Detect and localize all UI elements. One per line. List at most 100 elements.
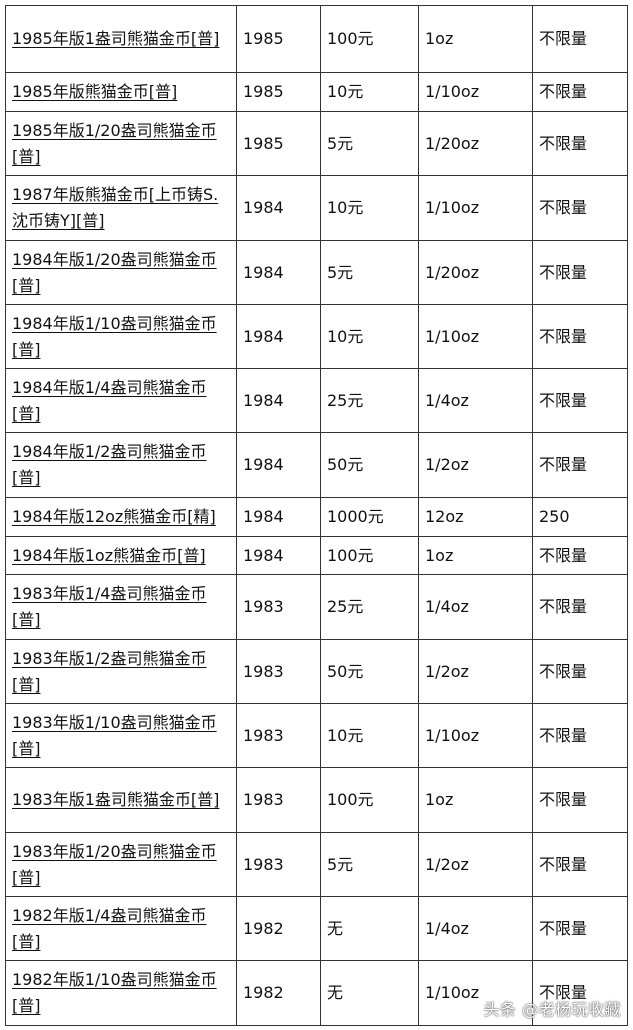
coin-name-cell: 1983年版1盎司熊猫金币[普] [5, 767, 237, 833]
coin-name-cell: 1982年版1/10盎司熊猫金币[普] [5, 960, 237, 1026]
weight-cell: 1/2oz [418, 832, 533, 897]
coin-name-cell: 1984年版1/20盎司熊猫金币[普] [5, 240, 237, 305]
year-cell: 1985 [236, 5, 321, 73]
face-value-cell: 100元 [320, 5, 419, 73]
face-value-cell: 5元 [320, 111, 419, 176]
face-value-cell: 10元 [320, 304, 419, 369]
face-value-cell: 10元 [320, 175, 419, 241]
table-row: 1984年版1/4盎司熊猫金币[普] 1984 25元 1/4oz 不限量 [5, 368, 628, 433]
mintage-cell: 不限量 [532, 175, 628, 241]
year-cell: 1983 [236, 767, 321, 833]
face-value-cell: 25元 [320, 368, 419, 433]
table-row: 1983年版1/2盎司熊猫金币[普] 1983 50元 1/2oz 不限量 [5, 639, 628, 704]
table-row: 1983年版1盎司熊猫金币[普] 1983 100元 1oz 不限量 [5, 767, 628, 833]
table-row: 1983年版1/10盎司熊猫金币[普] 1983 10元 1/10oz 不限量 [5, 703, 628, 768]
coin-link[interactable]: 1984年版1/20盎司熊猫金币[普] [12, 249, 217, 295]
weight-cell: 1/4oz [418, 368, 533, 433]
coin-link[interactable]: 1984年版1/4盎司熊猫金币[普] [12, 377, 207, 423]
mintage-cell: 250 [532, 497, 628, 537]
weight-cell: 1/10oz [418, 703, 533, 768]
table-row: 1984年版1/2盎司熊猫金币[普] 1984 50元 1/2oz 不限量 [5, 432, 628, 498]
weight-cell: 1/4oz [418, 574, 533, 640]
face-value-cell: 5元 [320, 240, 419, 305]
mintage-cell: 不限量 [532, 536, 628, 575]
coin-name-cell: 1985年版熊猫金币[普] [5, 72, 237, 112]
face-value-cell: 10元 [320, 72, 419, 112]
year-cell: 1984 [236, 536, 321, 575]
coin-name-cell: 1982年版1/4盎司熊猫金币[普] [5, 896, 237, 961]
mintage-cell: 不限量 [532, 767, 628, 833]
weight-cell: 1oz [418, 767, 533, 833]
year-cell: 1983 [236, 703, 321, 768]
coin-name-cell: 1984年版1/10盎司熊猫金币[普] [5, 304, 237, 369]
mintage-cell: 不限量 [532, 5, 628, 73]
table-row: 1984年版1oz熊猫金币[普] 1984 100元 1oz 不限量 [5, 536, 628, 575]
coin-link[interactable]: 1984年版12oz熊猫金币[精] [12, 507, 216, 526]
table-row: 1985年版熊猫金币[普] 1985 10元 1/10oz 不限量 [5, 72, 628, 112]
face-value-cell: 1000元 [320, 497, 419, 537]
coin-link[interactable]: 1985年版1/20盎司熊猫金币[普] [12, 120, 217, 166]
year-cell: 1984 [236, 432, 321, 498]
table-row: 1987年版熊猫金币[上币铸S.沈币铸Y][普] 1984 10元 1/10oz 不限量 [5, 175, 628, 241]
coin-name-cell: 1984年版1/2盎司熊猫金币[普] [5, 432, 237, 498]
coin-link[interactable]: 1983年版1盎司熊猫金币[普] [12, 790, 220, 809]
year-cell: 1982 [236, 896, 321, 961]
year-cell: 1982 [236, 960, 321, 1026]
coin-table: 1985年版1盎司熊猫金币[普] 1985 100元 1oz 不限量 1985年版熊猫金币… [5, 5, 628, 1026]
weight-cell: 1/10oz [418, 960, 533, 1026]
mintage-cell: 不限量 [532, 304, 628, 369]
coin-link[interactable]: 1984年版1/2盎司熊猫金币[普] [12, 442, 207, 487]
year-cell: 1983 [236, 574, 321, 640]
year-cell: 1985 [236, 72, 321, 112]
coin-link[interactable]: 1982年版1/4盎司熊猫金币[普] [12, 905, 207, 951]
weight-cell: 1/4oz [418, 896, 533, 961]
watermark: 头条 @老杨玩收藏 [483, 1000, 621, 1019]
mintage-cell: 不限量 [532, 432, 628, 498]
face-value-cell: 5元 [320, 832, 419, 897]
face-value-cell: 100元 [320, 536, 419, 575]
coin-link[interactable]: 1983年版1/4盎司熊猫金币[普] [12, 584, 207, 629]
coin-name-cell: 1984年版1/4盎司熊猫金币[普] [5, 368, 237, 433]
year-cell: 1984 [236, 304, 321, 369]
coin-link[interactable]: 1983年版1/20盎司熊猫金币[普] [12, 841, 217, 887]
table-row: 1982年版1/10盎司熊猫金币[普] 1982 无 1/10oz 不限量 [5, 960, 628, 1026]
face-value-cell: 50元 [320, 432, 419, 498]
table-row: 1984年版1/10盎司熊猫金币[普] 1984 10元 1/10oz 不限量 [5, 304, 628, 369]
mintage-cell: 不限量 [532, 111, 628, 176]
table-row: 1985年版1/20盎司熊猫金币[普] 1985 5元 1/20oz 不限量 [5, 111, 628, 176]
face-value-cell: 无 [320, 896, 419, 961]
coin-link[interactable]: 1987年版熊猫金币[上币铸S.沈币铸Y][普] [12, 185, 219, 230]
mintage-cell: 不限量 [532, 960, 628, 1026]
coin-link[interactable]: 1982年版1/10盎司熊猫金币[普] [12, 970, 217, 1015]
coin-name-cell: 1983年版1/10盎司熊猫金币[普] [5, 703, 237, 768]
table-row: 1984年版12oz熊猫金币[精] 1984 1000元 12oz 250 [5, 497, 628, 537]
year-cell: 1984 [236, 240, 321, 305]
weight-cell: 1/2oz [418, 639, 533, 704]
table-row: 1982年版1/4盎司熊猫金币[普] 1982 无 1/4oz 不限量 [5, 896, 628, 961]
coin-link[interactable]: 1985年版熊猫金币[普] [12, 82, 178, 101]
coin-link[interactable]: 1984年版1/10盎司熊猫金币[普] [12, 313, 217, 359]
weight-cell: 1/10oz [418, 304, 533, 369]
mintage-cell: 不限量 [532, 896, 628, 961]
mintage-cell: 不限量 [532, 703, 628, 768]
coin-name-cell: 1984年版1oz熊猫金币[普] [5, 536, 237, 575]
coin-link[interactable]: 1983年版1/10盎司熊猫金币[普] [12, 712, 217, 758]
face-value-cell: 100元 [320, 767, 419, 833]
mintage-cell: 不限量 [532, 639, 628, 704]
weight-cell: 1oz [418, 5, 533, 73]
coin-link[interactable]: 1984年版1oz熊猫金币[普] [12, 545, 206, 565]
coin-link[interactable]: 1983年版1/2盎司熊猫金币[普] [12, 648, 207, 694]
coin-name-cell: 1983年版1/4盎司熊猫金币[普] [5, 574, 237, 640]
coin-name-cell: 1985年版1盎司熊猫金币[普] [5, 5, 237, 73]
coin-name-cell: 1984年版12oz熊猫金币[精] [5, 497, 237, 537]
weight-cell: 1oz [418, 536, 533, 575]
coin-link[interactable]: 1985年版1盎司熊猫金币[普] [12, 29, 220, 48]
weight-cell: 1/10oz [418, 175, 533, 241]
mintage-cell: 不限量 [532, 832, 628, 897]
face-value-cell: 10元 [320, 703, 419, 768]
table-row: 1984年版1/20盎司熊猫金币[普] 1984 5元 1/20oz 不限量 [5, 240, 628, 305]
weight-cell: 1/20oz [418, 240, 533, 305]
weight-cell: 1/2oz [418, 432, 533, 498]
coin-name-cell: 1987年版熊猫金币[上币铸S.沈币铸Y][普] [5, 175, 237, 241]
weight-cell: 1/20oz [418, 111, 533, 176]
